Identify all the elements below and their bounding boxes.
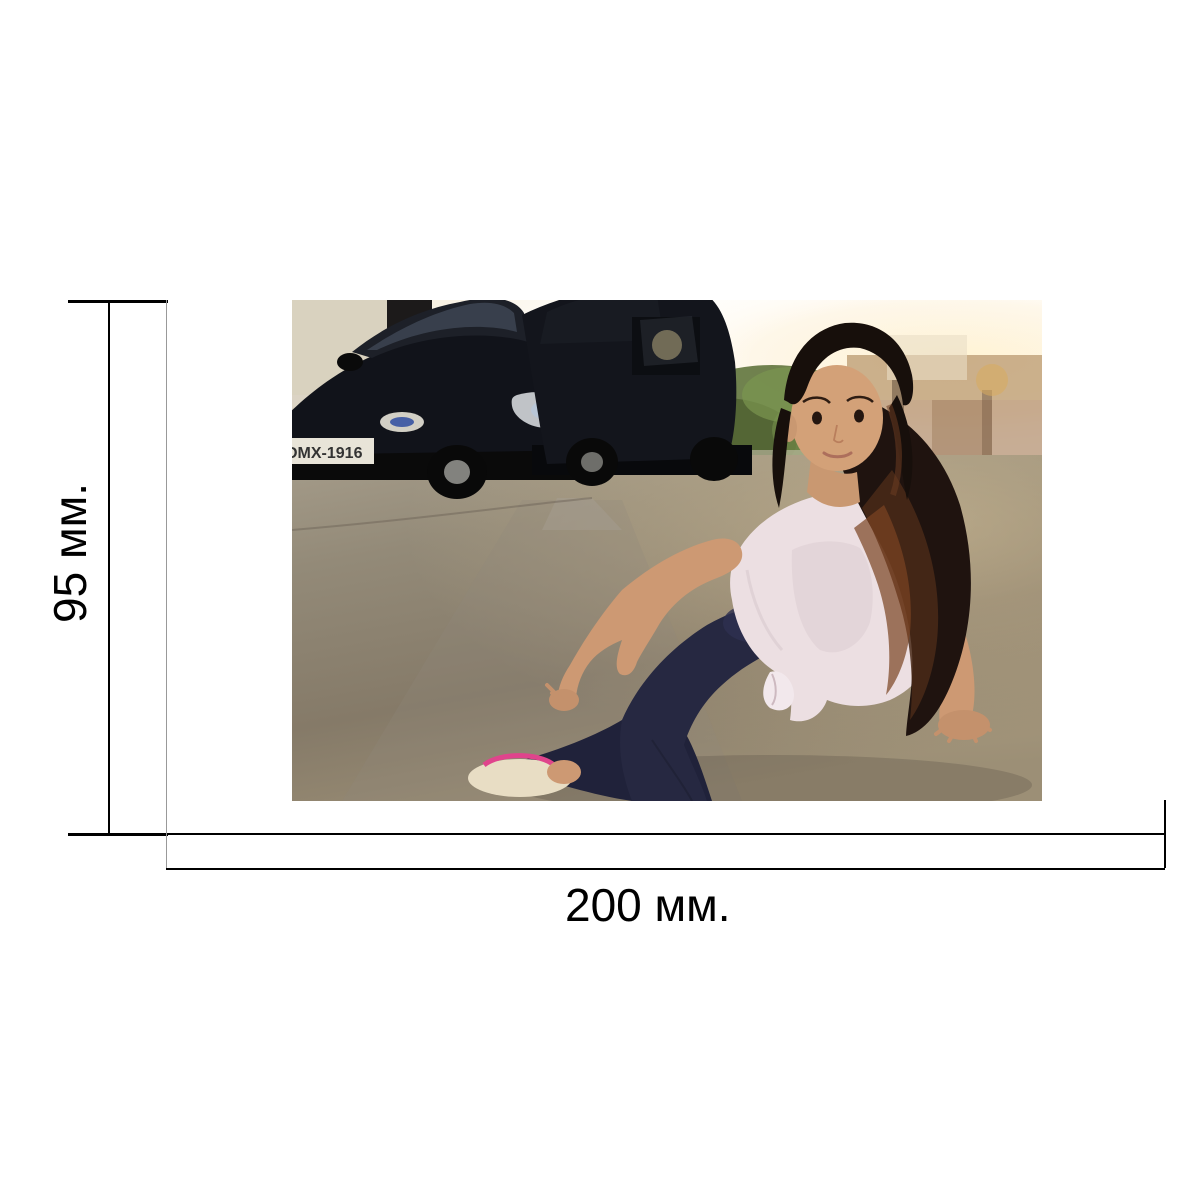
svg-text:DMX-1916: DMX-1916: [292, 445, 363, 462]
